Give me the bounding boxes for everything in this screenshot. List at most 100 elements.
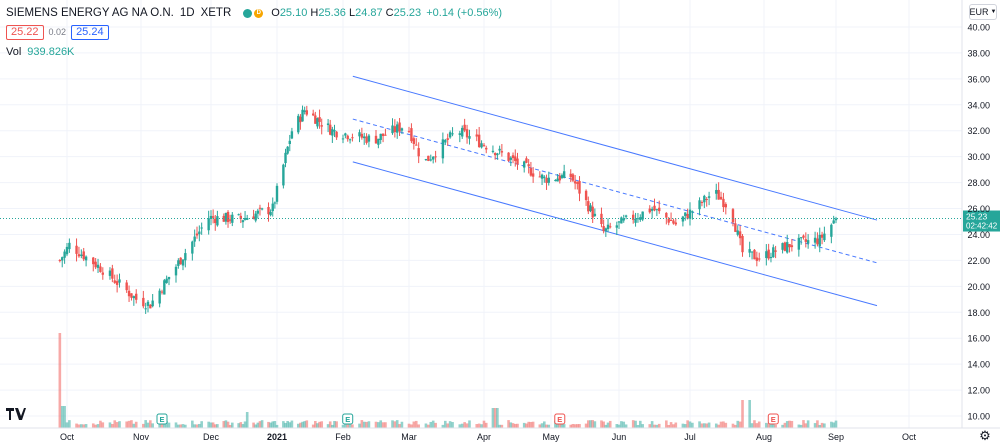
volume-bar	[804, 423, 808, 428]
candle-body	[96, 264, 100, 268]
candle-body	[344, 133, 347, 136]
candle-body	[424, 159, 428, 161]
volume-bar	[767, 423, 770, 428]
candle-body	[516, 158, 519, 165]
candle-body	[560, 175, 564, 178]
candle-body	[624, 215, 628, 217]
time-axis[interactable]: Oct Nov Dec 2021 Feb Mar Apr May Jun Jul Aug Sep Oct	[0, 427, 1000, 442]
candle-body	[781, 243, 784, 250]
candle-body	[634, 218, 637, 223]
price-tick-label: 28.00	[967, 178, 990, 188]
candle-body	[384, 134, 387, 136]
candle-body	[584, 190, 588, 201]
candle-body	[237, 214, 240, 216]
volume-bar	[65, 422, 69, 428]
volume-bar	[615, 424, 619, 428]
volume-bar	[672, 424, 675, 428]
candle-body	[434, 156, 437, 158]
volume-bar	[830, 421, 833, 428]
volume-bar	[722, 421, 725, 428]
volume-bar	[771, 422, 775, 428]
price-axis[interactable]: 10.00 12.00 14.00 16.00 18.00 20.00 22.00 24.00…	[961, 0, 990, 428]
chart-legend: SIEMENS ENERGY AG NA O.N. 1D XETR D O25.…	[6, 5, 502, 60]
tradingview-logo-icon[interactable]	[6, 408, 26, 424]
candle-body	[335, 131, 338, 138]
bid-price[interactable]: 25.22	[6, 24, 44, 40]
candle-body	[125, 282, 128, 291]
volume-bar	[788, 420, 791, 428]
volume-bar	[719, 421, 723, 428]
volume-bar	[477, 423, 481, 428]
earnings-e-label: E	[771, 415, 776, 424]
volume-bar	[634, 420, 637, 428]
volume-bar	[783, 422, 787, 428]
volume-bar	[686, 420, 689, 428]
candle-body	[571, 174, 575, 181]
volume-bar	[365, 421, 368, 428]
volume-bar	[571, 423, 575, 428]
candle-body	[587, 201, 590, 212]
volume-bar	[741, 400, 744, 428]
volume-bar	[424, 423, 428, 428]
candle-body	[783, 242, 787, 251]
price-tick-label: 22.00	[967, 256, 990, 266]
candle-body	[774, 250, 777, 252]
regression-channel[interactable]	[352, 75, 878, 307]
candle-body	[617, 221, 621, 223]
volume-bar	[216, 424, 219, 428]
volume-bar	[273, 421, 277, 428]
spread-value: 0.02	[48, 27, 67, 37]
candle-body	[273, 202, 277, 204]
gear-icon[interactable]: ⚙	[979, 429, 991, 444]
symbol-name[interactable]: SIEMENS ENERGY AG NA O.N.	[6, 7, 174, 19]
volume-bar	[118, 421, 121, 428]
volume-bar	[465, 423, 469, 428]
volume-bar	[167, 422, 171, 428]
ask-price[interactable]: 25.24	[71, 24, 109, 40]
volume-bar	[620, 421, 623, 428]
volume-bar	[765, 422, 768, 428]
volume-bar	[209, 422, 213, 428]
candle-body	[363, 136, 366, 139]
volume-bar	[698, 421, 701, 428]
candle-body	[211, 216, 215, 218]
candle-body	[463, 124, 466, 131]
volume-bar	[286, 421, 289, 428]
candle-body	[538, 176, 542, 178]
volume-bar	[174, 422, 178, 428]
candle-body	[193, 236, 196, 242]
volume-bar	[384, 422, 387, 428]
candle-body	[367, 135, 371, 142]
candle-body	[144, 308, 147, 310]
candle-body	[458, 133, 462, 135]
volume-bar	[200, 421, 203, 428]
volume-bar	[631, 420, 635, 428]
volume-bar	[254, 424, 258, 428]
volume-bar	[130, 420, 133, 428]
earnings-e-label: E	[557, 415, 562, 424]
candle-body	[163, 280, 166, 295]
candle-body	[151, 300, 154, 307]
candle-body	[698, 200, 701, 210]
candle-body	[684, 212, 687, 216]
volume-bar	[305, 420, 309, 428]
interval-label[interactable]: 1D	[179, 7, 195, 19]
volume-bar	[91, 423, 95, 428]
candle-body	[832, 220, 835, 224]
candle-body	[101, 272, 105, 275]
volume-bar	[410, 424, 413, 428]
currency-button[interactable]: EUR ▼	[969, 4, 997, 20]
price-tick-label: 36.00	[967, 74, 990, 84]
candle-body	[688, 209, 692, 219]
candle-body	[573, 181, 577, 184]
volume-bar	[584, 423, 588, 428]
candle-body	[360, 133, 364, 138]
candle-body	[374, 135, 378, 144]
candle-body	[398, 122, 401, 132]
candle-body	[377, 138, 380, 145]
candle-body	[329, 124, 332, 135]
candle-body	[258, 207, 262, 209]
candle-body	[475, 134, 478, 137]
volume-bar	[491, 408, 495, 428]
